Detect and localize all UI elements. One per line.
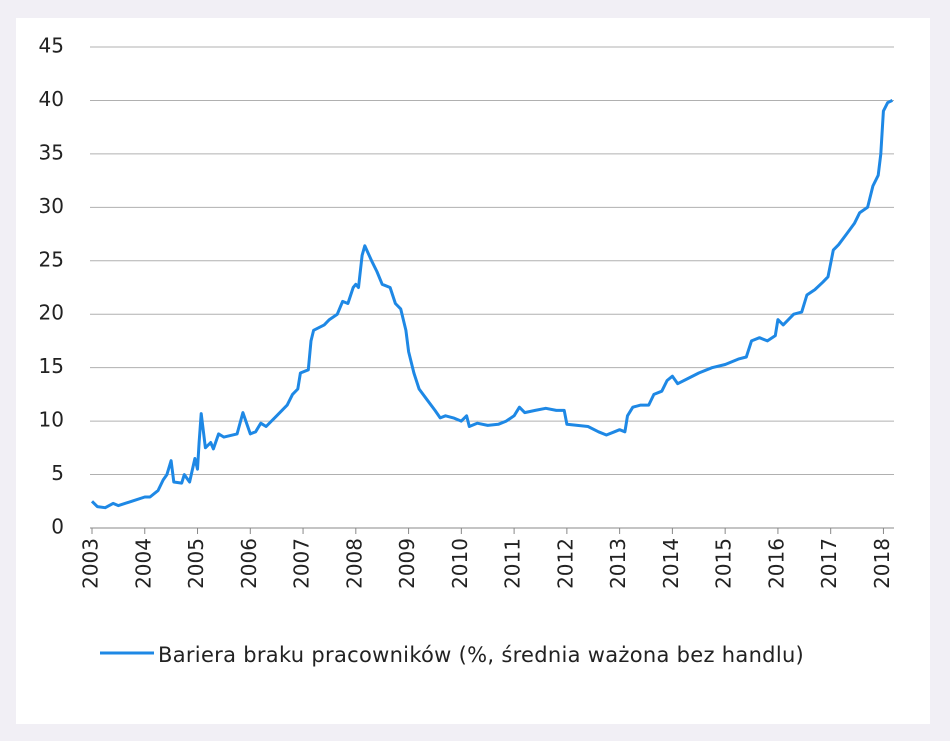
x-tick-label: 2012 bbox=[553, 538, 577, 589]
x-tick-label: 2017 bbox=[817, 538, 841, 589]
x-tick-label: 2003 bbox=[79, 538, 103, 589]
y-tick-label: 0 bbox=[51, 515, 64, 539]
x-tick-label: 2018 bbox=[870, 538, 894, 589]
x-tick-label: 2015 bbox=[712, 538, 736, 589]
x-tick-label: 2005 bbox=[184, 538, 208, 589]
legend-label: Bariera braku pracowników (%, średnia wa… bbox=[158, 643, 805, 667]
y-tick-label: 5 bbox=[51, 461, 64, 485]
x-tick-label: 2011 bbox=[501, 538, 525, 589]
panel bbox=[16, 18, 930, 724]
x-tick-label: 2014 bbox=[659, 538, 683, 589]
x-tick-label: 2008 bbox=[342, 538, 366, 589]
x-tick-label: 2004 bbox=[131, 538, 155, 589]
x-tick-label: 2010 bbox=[448, 538, 472, 589]
x-tick-label: 2009 bbox=[395, 538, 419, 589]
data-line bbox=[90, 99, 894, 510]
y-tick-label: 15 bbox=[39, 354, 64, 378]
x-tick-label: 2006 bbox=[237, 538, 261, 589]
y-tick-label: 35 bbox=[39, 140, 64, 164]
y-tick-label: 30 bbox=[39, 194, 64, 218]
x-tick-label: 2007 bbox=[290, 538, 314, 589]
y-tick-label: 45 bbox=[39, 34, 64, 58]
y-tick-label: 25 bbox=[39, 247, 64, 271]
y-tick-label: 20 bbox=[39, 301, 64, 325]
y-tick-label: 40 bbox=[39, 87, 64, 111]
x-tick-label: 2013 bbox=[606, 538, 630, 589]
y-tick-label: 10 bbox=[39, 408, 64, 432]
x-tick-label: 2016 bbox=[764, 538, 788, 589]
